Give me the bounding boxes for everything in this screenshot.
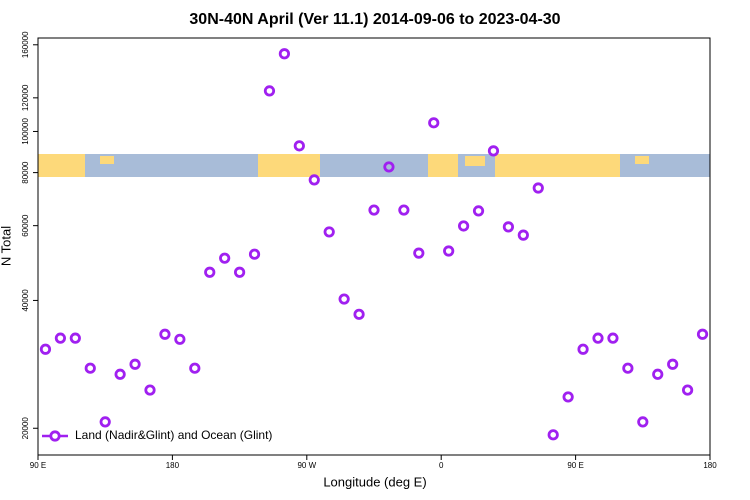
y-tick-label: 120000 bbox=[21, 84, 30, 111]
data-point bbox=[114, 368, 126, 380]
data-point bbox=[159, 328, 171, 340]
data-point bbox=[383, 161, 395, 173]
data-point bbox=[622, 362, 634, 374]
y-axis-label: N Total bbox=[0, 226, 13, 266]
data-point bbox=[189, 362, 201, 374]
data-point bbox=[99, 416, 111, 428]
x-tick-label: 90 E bbox=[567, 461, 583, 470]
y-tick-label: 60000 bbox=[21, 214, 30, 237]
map-band bbox=[38, 154, 710, 177]
data-point bbox=[472, 205, 485, 217]
legend-label: Land (Nadir&Glint) and Ocean (Glint) bbox=[75, 428, 272, 442]
x-tick-label: 180 bbox=[703, 461, 717, 470]
data-point bbox=[502, 221, 514, 233]
y-tick-label: 100000 bbox=[21, 118, 30, 145]
data-point bbox=[637, 416, 649, 428]
data-point bbox=[248, 248, 261, 260]
data-point bbox=[487, 145, 500, 157]
data-point bbox=[368, 204, 380, 216]
data-point bbox=[204, 266, 216, 278]
data-point bbox=[457, 220, 470, 232]
data-point bbox=[234, 266, 246, 278]
data-point bbox=[696, 328, 709, 340]
legend-marker bbox=[49, 430, 61, 442]
data-point bbox=[263, 85, 276, 97]
data-point bbox=[517, 229, 529, 241]
data-point bbox=[144, 384, 156, 396]
x-tick-label: 90 E bbox=[30, 461, 46, 470]
x-tick-label: 180 bbox=[166, 461, 180, 470]
data-point bbox=[607, 332, 619, 344]
data-point bbox=[338, 293, 350, 305]
data-point bbox=[681, 384, 694, 396]
data-point bbox=[174, 333, 186, 345]
data-point bbox=[69, 332, 81, 344]
chart-title: 30N-40N April (Ver 11.1) 2014-09-06 to 2… bbox=[189, 11, 560, 28]
data-point bbox=[562, 391, 574, 403]
x-tick-label: 90 W bbox=[297, 461, 316, 470]
data-point bbox=[84, 362, 96, 374]
data-point bbox=[532, 182, 544, 194]
data-point bbox=[219, 252, 231, 264]
data-point bbox=[443, 245, 455, 257]
data-point bbox=[428, 117, 440, 129]
data-point bbox=[353, 308, 365, 320]
x-axis-label: Longitude (deg E) bbox=[323, 474, 426, 489]
data-point bbox=[39, 343, 52, 355]
data-point bbox=[413, 247, 425, 259]
data-point bbox=[293, 140, 305, 152]
data-point bbox=[129, 358, 141, 370]
y-tick-label: 160000 bbox=[21, 31, 30, 58]
data-point bbox=[577, 343, 589, 355]
y-tick-label: 80000 bbox=[21, 161, 30, 184]
data-point bbox=[592, 332, 604, 344]
data-point bbox=[278, 48, 290, 60]
data-point bbox=[652, 368, 664, 380]
x-tick-label: 0 bbox=[439, 461, 444, 470]
data-point bbox=[667, 358, 679, 370]
data-point bbox=[54, 332, 67, 344]
data-point bbox=[398, 204, 410, 216]
y-tick-label: 20000 bbox=[21, 417, 30, 440]
data-point bbox=[308, 174, 320, 186]
plot-frame bbox=[37, 37, 711, 456]
data-point bbox=[547, 429, 559, 441]
y-tick-label: 40000 bbox=[21, 289, 30, 312]
data-point bbox=[323, 226, 335, 238]
